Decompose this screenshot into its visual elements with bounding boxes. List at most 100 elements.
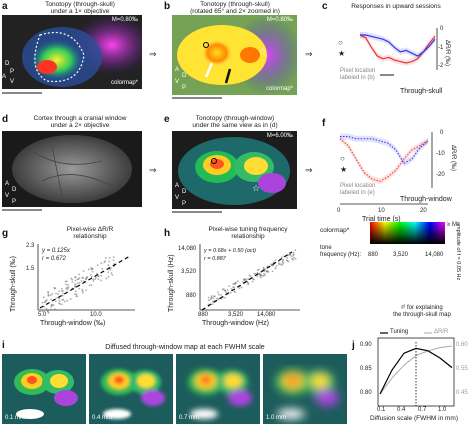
h-point <box>292 256 295 259</box>
h-point <box>292 251 295 254</box>
arrow-icon: ⇒ <box>149 49 157 59</box>
panel-e-m-label: M=6.00‰ <box>266 133 293 139</box>
g-point <box>90 284 93 286</box>
g-point <box>46 310 49 312</box>
g-point <box>109 269 111 271</box>
g-point <box>110 272 113 274</box>
h-point <box>218 293 220 296</box>
orient-p: P <box>182 201 187 207</box>
g-xtick-0: 5.0 <box>38 312 47 318</box>
g-point <box>85 289 87 292</box>
g-point <box>88 284 91 287</box>
colorbar <box>370 222 445 244</box>
g-point <box>51 303 53 306</box>
h-point <box>254 272 257 275</box>
h-point <box>282 262 285 265</box>
h-point <box>212 297 215 299</box>
g-point <box>81 288 84 291</box>
panel-d-image: A D V P <box>2 131 142 207</box>
h-point <box>230 288 233 290</box>
g-point <box>61 303 63 306</box>
h-point <box>277 261 280 263</box>
diffused-map: 0.7 mm <box>176 354 260 424</box>
orient-a: A <box>175 183 180 189</box>
g-point <box>97 275 99 278</box>
svg-text:☆: ☆ <box>258 47 267 58</box>
g-point <box>69 298 72 300</box>
panel-d-title: Cortex through a cranial window under a … <box>33 115 127 129</box>
h-point <box>285 259 288 262</box>
h-point <box>247 283 250 286</box>
g-point <box>86 276 88 279</box>
h-ytick-0: 14,080 <box>178 246 197 252</box>
diffused-map: 1.0 mm <box>263 354 347 424</box>
f-ytick-2: -20 <box>436 172 445 178</box>
j-xlabel: Diffusion scale (FWHM in mm) <box>370 415 459 422</box>
g-fit-line <box>39 255 131 309</box>
h-point <box>282 258 285 261</box>
h-point <box>262 266 265 269</box>
j-ytick-right-1: 0.55 <box>456 366 468 372</box>
h-eq: y = 0.68x + 0.50 (oct) <box>204 248 256 254</box>
h-point <box>217 291 219 294</box>
c-ytick-1: -1 <box>438 45 444 51</box>
g-point <box>107 275 110 278</box>
g-point <box>82 270 85 272</box>
panel-b-scalebar <box>172 97 222 99</box>
h-point <box>209 298 212 301</box>
g-point <box>65 283 67 286</box>
orient-v: V <box>10 79 15 85</box>
g-point <box>78 273 80 276</box>
panel-f-pixel-note: Pixel location labeled in (e) <box>340 183 376 196</box>
h-point <box>271 270 274 273</box>
h-point <box>248 274 251 277</box>
g-eq: y = 0.125x <box>42 248 70 254</box>
g-point <box>66 299 69 302</box>
panel-j-chart <box>377 332 455 407</box>
diffused-map-image <box>101 369 165 419</box>
g-point <box>50 306 53 308</box>
h-point <box>234 282 237 285</box>
svg-text:☆: ☆ <box>252 184 260 194</box>
h-point <box>294 249 297 252</box>
h-point <box>242 281 244 283</box>
h-point <box>256 275 259 278</box>
h-point <box>262 274 265 277</box>
g-point <box>94 278 96 281</box>
panel-b-label: b <box>164 1 171 12</box>
g-point <box>90 268 93 271</box>
g-point <box>91 268 94 270</box>
h-xtick-2: 14,080 <box>257 312 276 318</box>
colorbar-tick-1: 3,520 <box>393 252 409 258</box>
arrow-icon: ⇒ <box>149 165 157 175</box>
panel-c-title: Responses in upward sessions <box>351 3 441 10</box>
h-point <box>286 256 288 259</box>
g-point <box>58 290 61 293</box>
g-point <box>100 262 103 265</box>
g-point <box>90 266 93 269</box>
g-point <box>41 301 44 304</box>
g-point <box>80 280 83 282</box>
g-point <box>112 259 115 261</box>
orient-a: A <box>2 74 7 80</box>
g-point <box>87 268 90 271</box>
star-marker-icon: ★ <box>338 49 346 58</box>
panel-g-label: g <box>2 228 9 239</box>
panel-d-label: d <box>2 114 9 125</box>
star-marker-icon: ★ <box>340 165 348 174</box>
g-point <box>53 286 56 289</box>
h-point <box>287 254 290 256</box>
c-ylabel: ΔR/R (‰) <box>444 40 450 67</box>
h-point <box>222 288 225 290</box>
colorbar-tick-0: 880 <box>368 252 379 258</box>
j-ytick-left-0: 0.90 <box>360 342 372 348</box>
j-ytick-right-0: 0.60 <box>456 342 468 348</box>
orient-d: D <box>5 61 10 67</box>
orient-a: A <box>175 67 180 73</box>
g-xtick-1: 10.0 <box>90 312 102 318</box>
g-point <box>61 294 64 297</box>
g-point <box>75 290 77 293</box>
g-point <box>96 264 99 267</box>
fwhm-scale-label: 0.1 mm <box>5 415 26 421</box>
h-point <box>207 296 210 299</box>
